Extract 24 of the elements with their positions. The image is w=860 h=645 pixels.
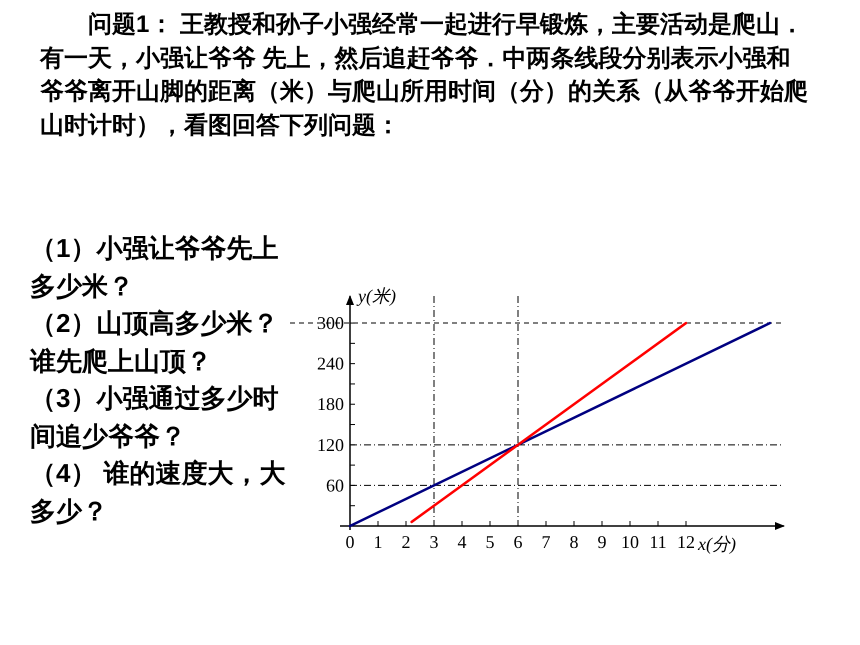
y-tick-label: 120 bbox=[317, 434, 344, 455]
y-tick-label: 180 bbox=[317, 394, 344, 414]
x-axis-title: x(分) bbox=[697, 534, 736, 554]
x-tick-label: 7 bbox=[542, 532, 550, 552]
text: （4） 谁的速度大，大多少？ bbox=[30, 457, 287, 528]
x-tick-label: 9 bbox=[598, 532, 606, 552]
x-tick-label: 5 bbox=[486, 532, 494, 552]
y-tick-label: 240 bbox=[317, 354, 344, 374]
x-tick-label: 2 bbox=[402, 532, 410, 552]
x-tick-label: 8 bbox=[570, 532, 578, 552]
x-tick-label: 6 bbox=[514, 532, 522, 552]
y-axis-title: y(米) bbox=[356, 286, 396, 306]
y-tick-label: 60 bbox=[326, 475, 344, 496]
text: （3）小强通过多少时间追少爷爷？ bbox=[30, 382, 280, 452]
x-tick-label: 1 bbox=[374, 532, 382, 552]
x-tick-label: 11 bbox=[649, 532, 667, 552]
chart-title: 问题1： 王教授和孙子小强经常一起进行早锻炼，主要活动是爬山．有一天，小强让爷爷 先上，然后追赶爷爷．中两条线段分别表示小强和爷爷离开山脚的距离（米）与爬山所用时间（分）的关系（从爷爷开始爬山时计时），看图回答下列问题： bbox=[40, 10, 809, 140]
x-tick-label: 0 bbox=[346, 532, 354, 552]
x-tick-label: 3 bbox=[430, 532, 438, 552]
x-tick-label: 12 bbox=[677, 532, 695, 552]
text: （1）小强让爷爷先上多少米？ bbox=[30, 232, 280, 302]
x-tick-label: 4 bbox=[458, 532, 466, 552]
x-tick-label: 10 bbox=[621, 532, 639, 552]
text: （2）山顶高多少米？谁先爬上山顶？ bbox=[30, 307, 280, 378]
